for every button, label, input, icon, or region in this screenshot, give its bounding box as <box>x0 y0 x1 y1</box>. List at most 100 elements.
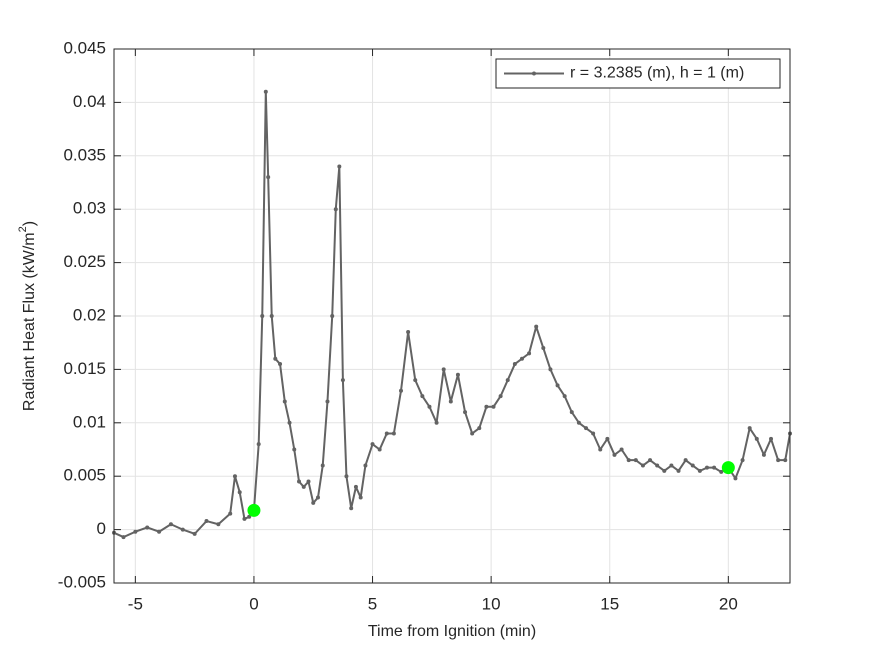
data-point <box>740 458 745 463</box>
data-point <box>180 527 185 532</box>
x-tick-label: 5 <box>368 594 377 613</box>
data-point <box>519 356 524 361</box>
y-tick-label: 0.005 <box>63 466 106 485</box>
data-point <box>237 490 242 495</box>
y-axis-label-main: Radiant Heat Flux (kW/m <box>21 232 38 411</box>
data-point <box>463 410 468 415</box>
y-axis-label-end: ) <box>21 221 38 226</box>
data-point <box>315 495 320 500</box>
data-point <box>548 367 553 372</box>
y-tick-label: 0 <box>97 519 106 538</box>
data-point <box>655 463 660 468</box>
data-point <box>569 410 574 415</box>
data-point <box>455 372 460 377</box>
data-point <box>427 404 432 409</box>
data-point <box>157 529 162 534</box>
data-point <box>591 431 596 436</box>
data-point <box>391 431 396 436</box>
data-point <box>266 175 271 180</box>
y-tick-label: 0.02 <box>73 305 106 324</box>
data-point <box>434 420 439 425</box>
data-point <box>704 465 709 470</box>
data-point <box>333 207 338 212</box>
legend: r = 3.2385 (m), h = 1 (m) <box>495 58 781 89</box>
data-point <box>491 404 496 409</box>
data-point <box>325 399 330 404</box>
data-point <box>370 442 375 447</box>
data-point <box>406 330 411 335</box>
data-point <box>598 447 603 452</box>
data-point <box>534 324 539 329</box>
data-point <box>626 458 631 463</box>
data-point <box>605 436 610 441</box>
data-point <box>498 394 503 399</box>
data-point <box>612 452 617 457</box>
data-point <box>145 525 150 530</box>
highlight-point <box>247 503 261 517</box>
y-axis-label: Radiant Heat Flux (kW/m2) <box>17 221 38 411</box>
data-point <box>747 426 752 431</box>
data-point <box>690 463 695 468</box>
data-point <box>282 399 287 404</box>
y-tick-label: 0.025 <box>63 252 106 271</box>
x-tick-label: 0 <box>249 594 258 613</box>
data-point <box>204 519 209 524</box>
data-point <box>133 529 138 534</box>
data-point <box>527 351 532 356</box>
data-point <box>363 463 368 468</box>
data-point <box>297 479 302 484</box>
x-tick-label: -5 <box>128 594 143 613</box>
data-point <box>344 474 349 479</box>
data-point <box>292 447 297 452</box>
data-point <box>260 314 265 318</box>
data-point <box>278 362 283 367</box>
data-point <box>263 89 268 94</box>
data-point <box>584 426 589 431</box>
x-tick-label: 10 <box>482 594 501 613</box>
data-point <box>541 346 546 351</box>
data-point <box>413 378 418 383</box>
data-point <box>320 463 325 468</box>
y-tick-label: 0.015 <box>63 359 106 378</box>
tick-layer: -5 0 5 10 15 20 -0.005 0 0.005 0.01 0.015 0.02 0.025… <box>58 38 790 613</box>
data-point <box>754 436 759 441</box>
data-point <box>719 469 724 474</box>
data-point <box>662 468 667 473</box>
data-point <box>470 431 475 436</box>
data-point <box>776 458 781 463</box>
data-point <box>168 522 173 527</box>
series-layer <box>112 89 792 540</box>
data-point <box>576 420 581 425</box>
data-point <box>269 314 274 318</box>
data-point <box>301 484 306 489</box>
data-point <box>256 442 261 447</box>
data-point <box>287 420 292 425</box>
data-point <box>232 474 237 479</box>
data-point <box>311 500 316 505</box>
data-point <box>712 465 717 470</box>
data-point <box>192 531 197 536</box>
data-point <box>121 535 126 540</box>
x-axis-label: Time from Ignition (min) <box>368 623 536 640</box>
data-point <box>228 511 233 516</box>
data-point <box>505 378 510 383</box>
data-point <box>633 458 638 463</box>
y-tick-label: 0.01 <box>73 412 106 431</box>
data-point <box>353 484 358 489</box>
y-axis-label-sup: 2 <box>17 226 29 232</box>
data-point <box>216 522 221 527</box>
data-point <box>484 404 489 409</box>
data-point <box>384 431 389 436</box>
data-point <box>640 463 645 468</box>
x-tick-label: 15 <box>600 594 619 613</box>
y-tick-label: 0.045 <box>63 38 106 57</box>
y-tick-label: -0.005 <box>58 572 106 591</box>
legend-label: r = 3.2385 (m), h = 1 (m) <box>570 65 744 82</box>
data-point <box>420 394 425 399</box>
data-point <box>676 468 681 473</box>
legend-swatch-marker <box>532 71 536 76</box>
data-point <box>242 516 247 521</box>
data-point <box>337 164 342 169</box>
